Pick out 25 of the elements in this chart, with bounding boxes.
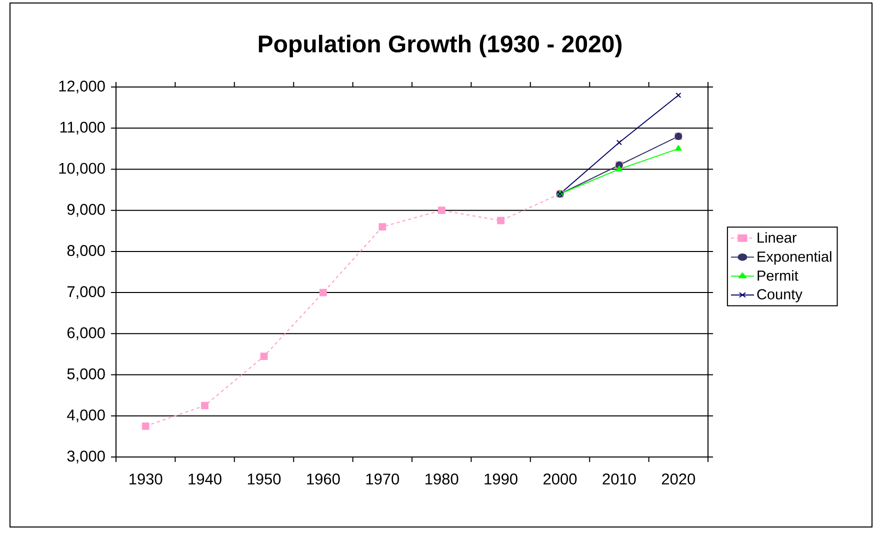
- x-tick-label: 2000: [544, 474, 577, 485]
- y-tick-label: 6,000: [67, 327, 105, 340]
- y-tick-label: 8,000: [67, 245, 105, 258]
- x-tick-label: 1940: [188, 474, 222, 485]
- y-tick-label: 10,000: [59, 162, 105, 176]
- y-tick-label: 11,000: [60, 122, 105, 135]
- x-tick-label: 1990: [484, 474, 518, 485]
- legend-label: County: [757, 289, 802, 302]
- y-tick-label: 4,000: [67, 409, 105, 422]
- y-tick-label: 9,000: [67, 204, 105, 217]
- legend-label: Permit: [758, 270, 798, 281]
- x-tick-label: 2020: [662, 474, 696, 485]
- y-tick-label: 5,000: [67, 368, 105, 382]
- x-tick-label: 1960: [307, 474, 340, 485]
- chart-title: Population Growth (1930 - 2020): [258, 34, 622, 58]
- x-tick-label: 1930: [130, 474, 162, 485]
- x-tick-label: 1970: [366, 474, 400, 485]
- x-tick-label: 1950: [248, 474, 281, 485]
- y-tick-label: 3,000: [67, 450, 105, 464]
- y-tick-label: 7,000: [67, 286, 105, 299]
- legend-label: Exponential: [758, 251, 832, 265]
- y-tick-label: 12,000: [59, 80, 105, 94]
- x-tick-label: 2010: [602, 474, 636, 485]
- legend-label: Linear: [758, 232, 797, 243]
- x-tick-label: 1980: [426, 474, 458, 485]
